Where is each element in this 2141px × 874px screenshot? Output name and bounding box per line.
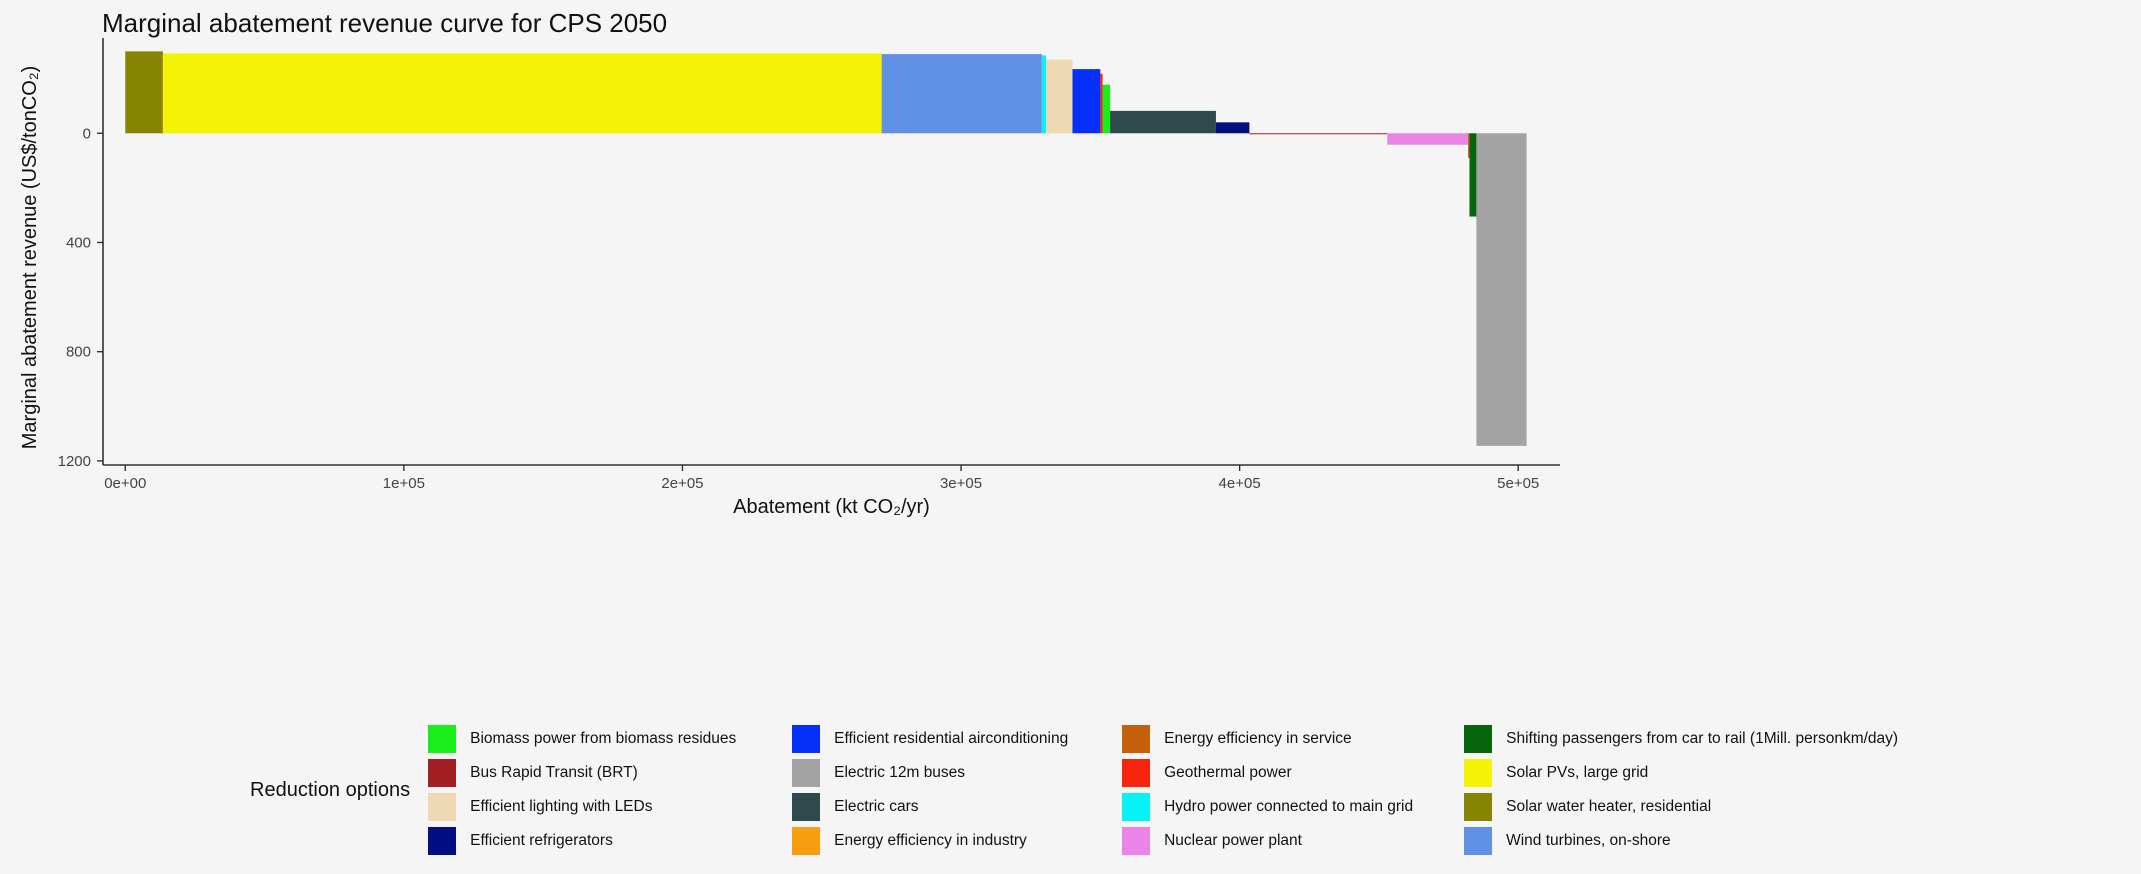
legend-label: Electric 12m buses (834, 764, 966, 781)
y-tick-label: 800 (66, 344, 91, 361)
y-tick-label: 0 (83, 125, 91, 142)
legend-swatch (1464, 827, 1493, 855)
y-axis-title: Marginal abatement revenue (US$/tonCO₂) (19, 66, 41, 450)
legend-item-bus-rapid-transit-brt: Bus Rapid Transit (BRT) (428, 756, 792, 790)
legend-item-solar-water-heater-residential: Solar water heater, residential (1464, 790, 1984, 824)
legend-label: Geothermal power (1164, 764, 1292, 781)
bar-solar-pvs-large-grid (162, 53, 882, 134)
legend-item-electric-12m-buses: Electric 12m buses (792, 756, 1122, 790)
bar-electric-cars (1110, 110, 1216, 134)
legend-swatch (792, 827, 821, 855)
legend-grid: Biomass power from biomass residues Bus R… (428, 722, 1984, 858)
legend-label: Solar PVs, large grid (1506, 764, 1649, 781)
legend-label: Efficient refrigerators (470, 832, 613, 849)
bar-efficient-lighting-with-leds (1046, 59, 1073, 134)
x-tick-label: 5e+05 (1497, 475, 1539, 492)
legend-item-efficient-residential-airconditioning: Efficient residential airconditioning (792, 722, 1122, 756)
legend-swatch (792, 793, 821, 821)
legend-label: Electric cars (834, 798, 919, 815)
legend-label: Bus Rapid Transit (BRT) (470, 764, 638, 781)
legend-item-energy-efficiency-in-industry: Energy efficiency in industry (792, 824, 1122, 858)
legend-item-nuclear-power-plant: Nuclear power plant (1122, 824, 1464, 858)
legend-swatch (428, 793, 457, 821)
legend-swatch (1122, 793, 1151, 821)
bar-electric-12m-buses (1476, 133, 1527, 446)
bar-biomass-power-from-biomass-residues (1102, 84, 1111, 134)
legend-item-electric-cars: Electric cars (792, 790, 1122, 824)
legend-swatch (1122, 827, 1151, 855)
legend-label: Hydro power connected to main grid (1164, 798, 1414, 815)
legend-item-shifting-passengers-from-car-to-rail-1mill-personkm-day: Shifting passengers from car to rail (1M… (1464, 722, 1984, 756)
legend-swatch (1464, 793, 1493, 821)
axes-layer: 0e+00 1e+05 2e+05 3e+05 4e+05 5e+05 0 400 800 120… (19, 38, 1560, 518)
legend-swatch (428, 725, 457, 753)
bars-layer (125, 51, 1527, 446)
bar-bus-rapid-transit-brt (1249, 133, 1388, 135)
bar-hydro-power-connected-to-main-grid (1041, 55, 1047, 134)
legend-swatch (792, 759, 821, 787)
bar-wind-turbines-on-shore (881, 54, 1042, 134)
bar-efficient-residential-airconditioning (1072, 69, 1101, 134)
legend-label: Solar water heater, residential (1506, 798, 1712, 815)
chart-title: Marginal abatement revenue curve for CPS… (102, 8, 668, 38)
legend-label: Nuclear power plant (1164, 832, 1302, 849)
y-tick-label: 400 (66, 234, 91, 251)
bar-geothermal-power (1100, 73, 1103, 134)
bar-efficient-refrigerators (1215, 122, 1250, 134)
legend-label: Shifting passengers from car to rail (1M… (1506, 730, 1899, 747)
legend-label: Energy efficiency in service (1164, 730, 1352, 747)
legend-item-wind-turbines-on-shore: Wind turbines, on-shore (1464, 824, 1984, 858)
plot-area: 0e+00 1e+05 2e+05 3e+05 4e+05 5e+05 0 400 800 120… (19, 38, 1560, 518)
legend-swatch (1122, 725, 1151, 753)
x-axis-title: Abatement (kt CO₂/yr) (733, 496, 930, 518)
x-tick-label: 2e+05 (661, 475, 703, 492)
legend-label: Efficient residential airconditioning (834, 730, 1069, 747)
bar-energy-efficiency-in-service (1468, 133, 1470, 158)
legend-label: Energy efficiency in industry (834, 832, 1027, 849)
legend-item-efficient-refrigerators: Efficient refrigerators (428, 824, 792, 858)
x-tick-label: 3e+05 (940, 475, 982, 492)
bar-shifting-passengers-from-car-to-rail-1mill-personkm-day (1469, 133, 1477, 217)
legend-label: Efficient lighting with LEDs (470, 798, 653, 815)
bar-solar-water-heater-residential (125, 51, 163, 134)
bar-nuclear-power-plant (1387, 133, 1469, 145)
x-tick-label: 4e+05 (1219, 475, 1261, 492)
legend-swatch (1122, 759, 1151, 787)
legend-swatch (428, 827, 457, 855)
legend-item-efficient-lighting-with-leds: Efficient lighting with LEDs (428, 790, 792, 824)
legend-swatch (1464, 725, 1493, 753)
legend: Reduction options Biomass power from bio… (250, 722, 1984, 858)
legend-item-hydro-power-connected-to-main-grid: Hydro power connected to main grid (1122, 790, 1464, 824)
legend-item-solar-pvs-large-grid: Solar PVs, large grid (1464, 756, 1984, 790)
x-tick-label: 0e+00 (104, 475, 146, 492)
y-tick-label: 1200 (58, 453, 91, 470)
legend-label: Biomass power from biomass residues (470, 730, 737, 747)
legend-label: Wind turbines, on-shore (1506, 832, 1671, 849)
legend-swatch (428, 759, 457, 787)
legend-item-biomass-power-from-biomass-residues: Biomass power from biomass residues (428, 722, 792, 756)
x-tick-label: 1e+05 (383, 475, 425, 492)
legend-title: Reduction options (250, 778, 411, 801)
legend-swatch (1464, 759, 1493, 787)
legend-item-geothermal-power: Geothermal power (1122, 756, 1464, 790)
legend-item-energy-efficiency-in-service: Energy efficiency in service (1122, 722, 1464, 756)
legend-swatch (792, 725, 821, 753)
